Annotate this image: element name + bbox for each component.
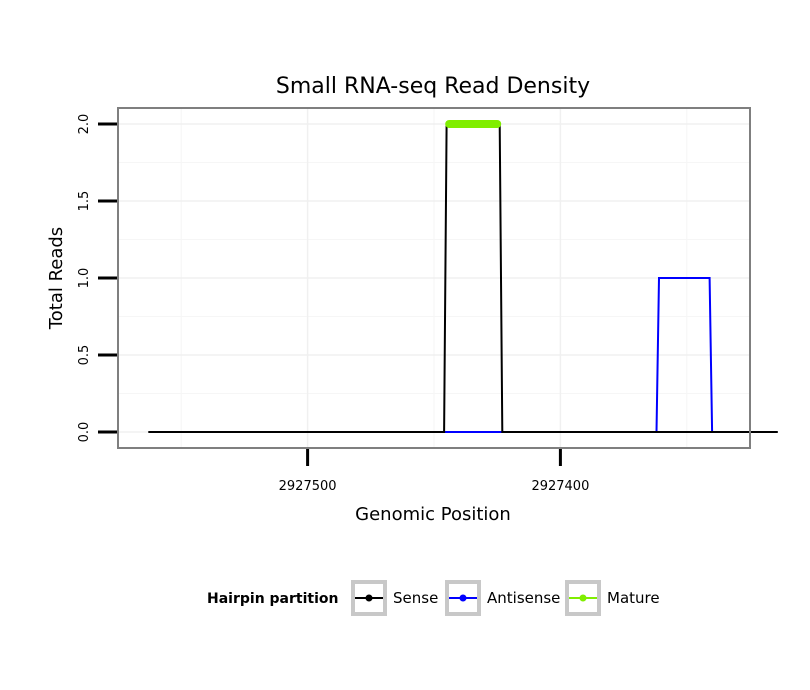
legend-key-antisense [445, 580, 481, 616]
legend-label-sense: Sense [393, 589, 438, 607]
plot-border [117, 107, 751, 449]
legend-item-sense: Sense [351, 580, 438, 616]
legend-title: Hairpin partition [207, 591, 338, 607]
x-axis: 2927500 2927400 [279, 449, 589, 494]
legend: Hairpin partition Sense Antisense Mature [207, 580, 660, 616]
legend-label-mature: Mature [607, 589, 660, 607]
y-tick-label: 1.0 [77, 268, 92, 289]
legend-item-antisense: Antisense [445, 580, 560, 616]
legend-key-point-mature [579, 594, 587, 602]
legend-label-antisense: Antisense [487, 589, 560, 607]
legend-key-point-sense [365, 594, 373, 602]
y-tick-label: 0.5 [77, 345, 92, 366]
x-tick-label: 2927500 [279, 479, 337, 494]
y-axis: 0.0 0.5 1.0 1.5 2.0 [77, 114, 117, 443]
x-tick-label: 2927400 [531, 479, 589, 494]
series-lines [148, 120, 778, 433]
x-axis-title: Genomic Position [355, 504, 511, 525]
y-axis-title: Total Reads [46, 227, 67, 330]
series-line-antisense [444, 277, 714, 433]
y-tick-label: 1.5 [77, 191, 92, 212]
y-tick-label: 2.0 [77, 114, 92, 135]
legend-item-mature: Mature [565, 580, 660, 616]
y-tick-label: 0.0 [77, 422, 92, 443]
plot-panel [117, 107, 778, 449]
legend-key-point-antisense [459, 594, 467, 602]
chart-title: Small RNA-seq Read Density [276, 74, 590, 99]
